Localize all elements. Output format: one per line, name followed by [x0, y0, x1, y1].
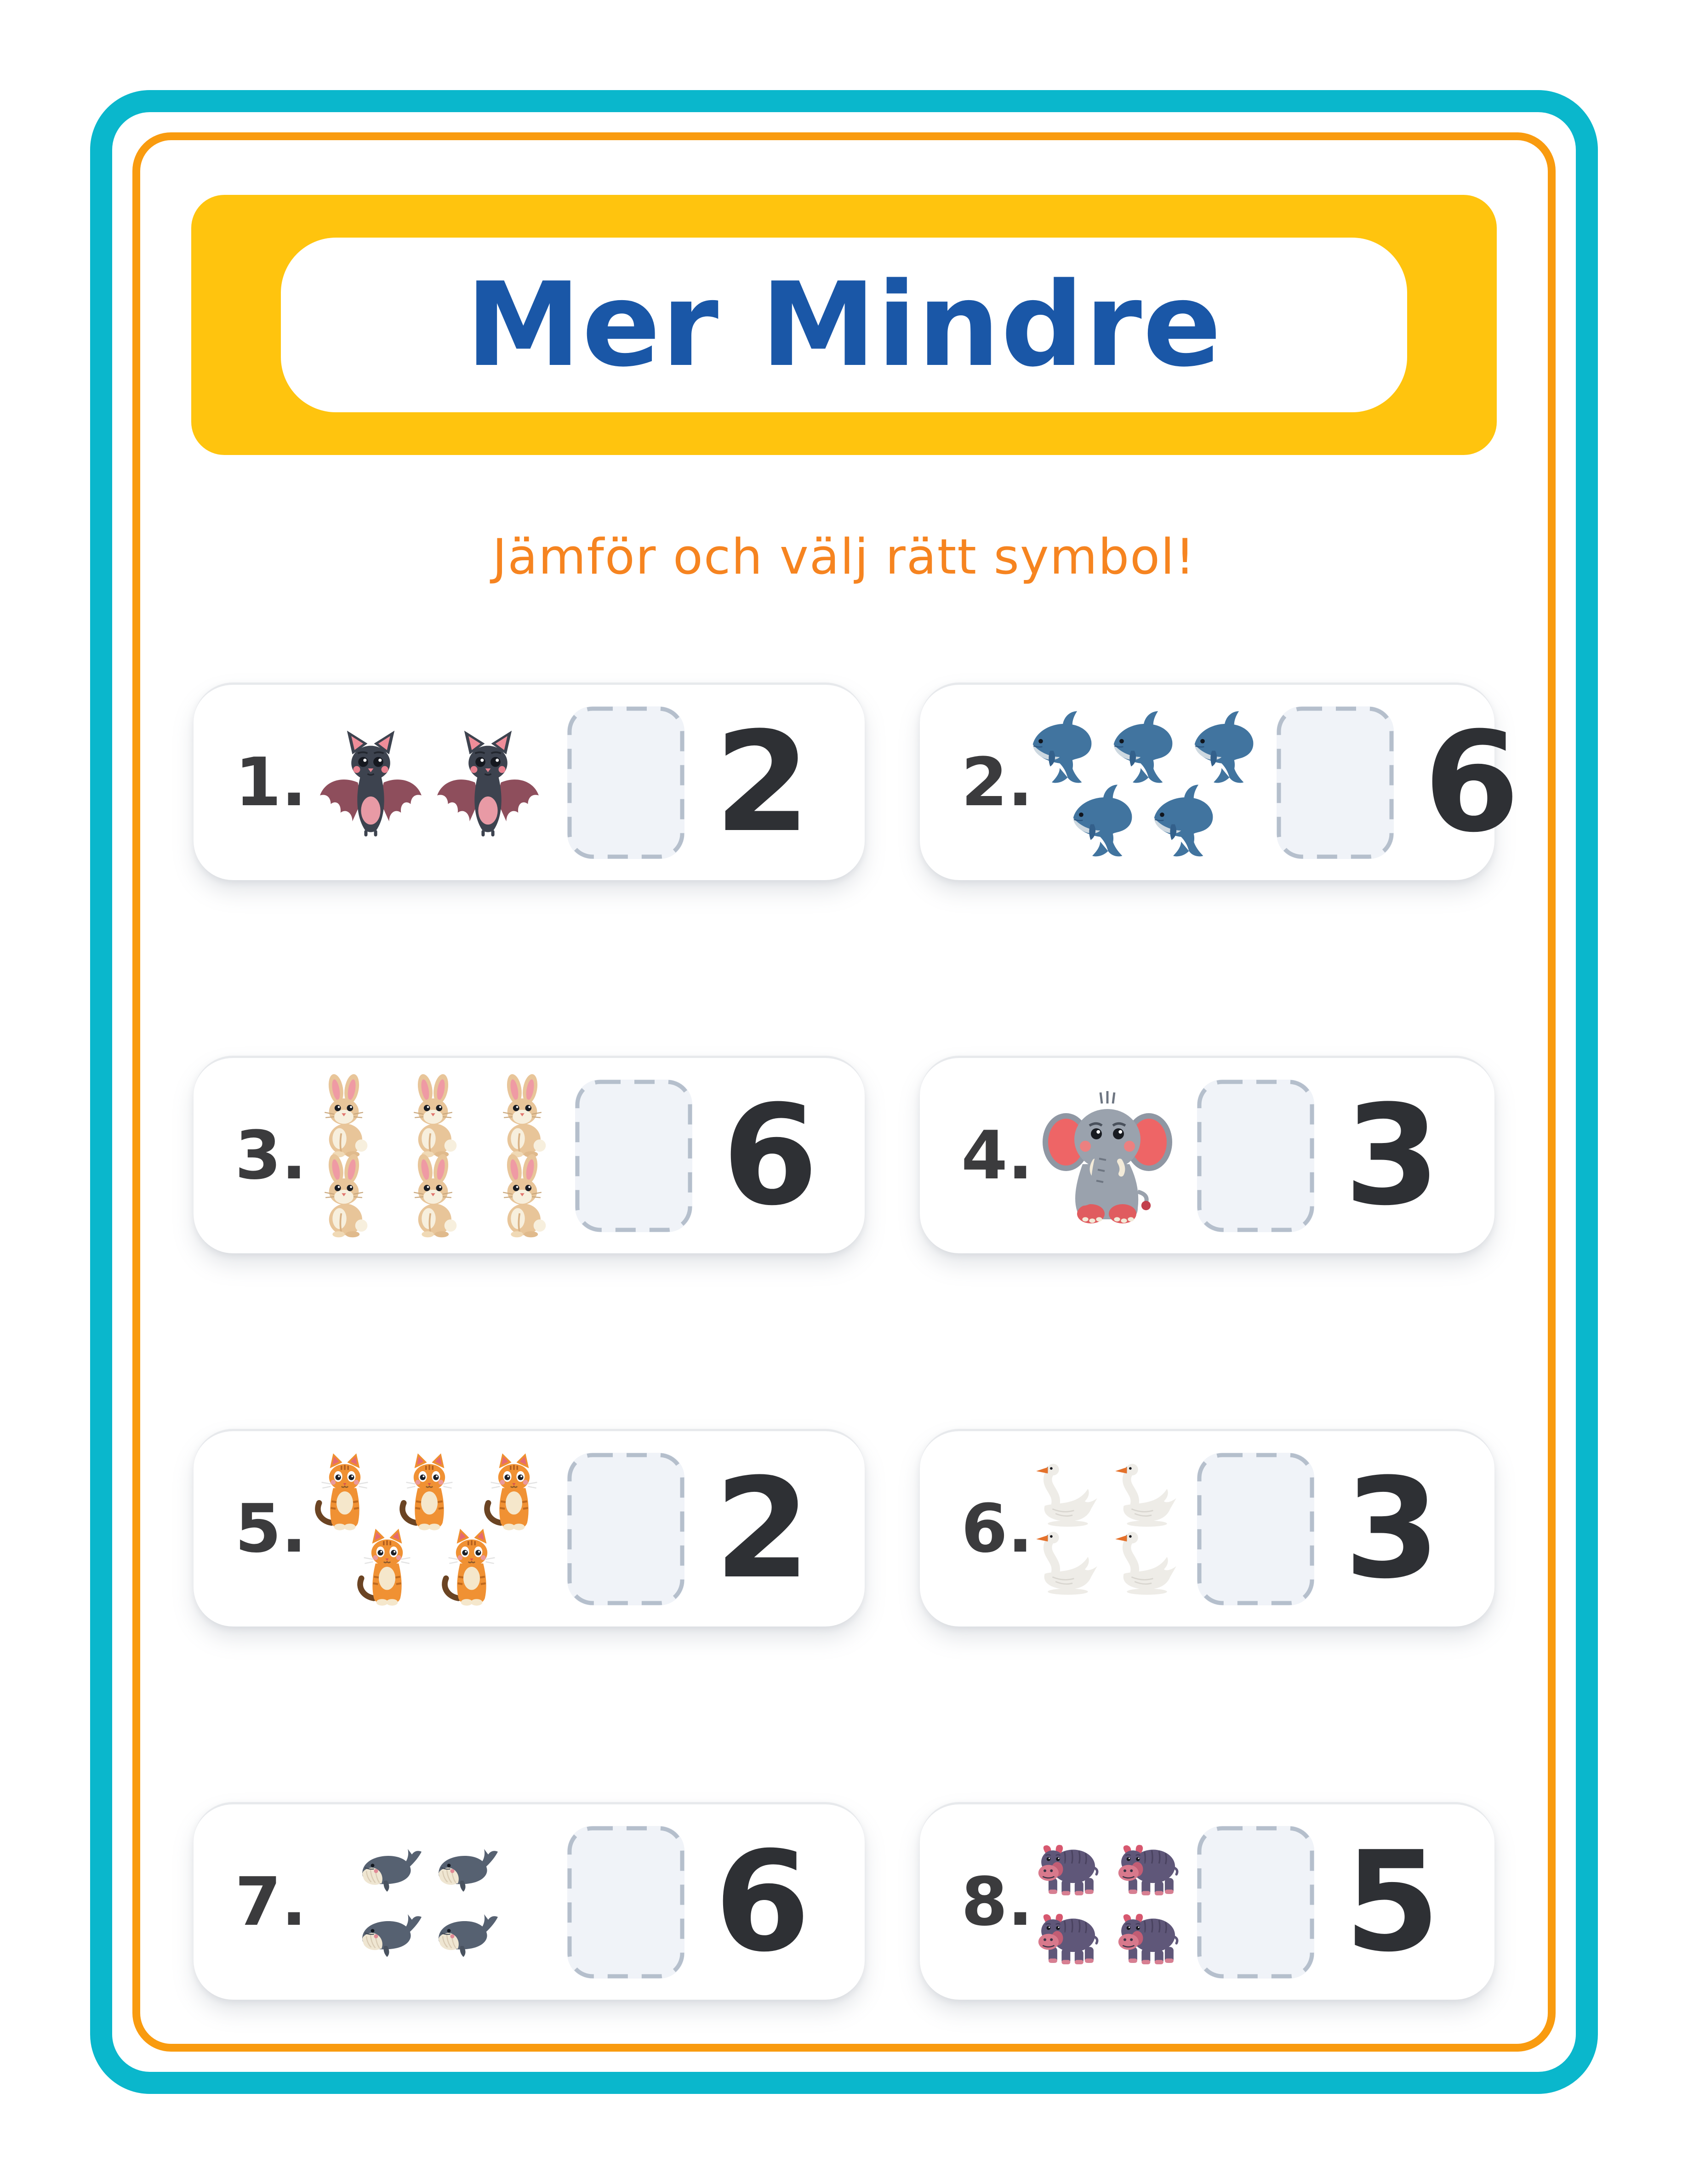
- problem-number: 3.: [235, 1117, 307, 1194]
- animal-group: [299, 728, 559, 836]
- comparison-number: 6: [722, 1075, 818, 1236]
- rabbit-icon: [389, 1152, 477, 1240]
- answer-box-dashed-outline: [1277, 706, 1394, 859]
- cat-icon: [346, 1525, 428, 1608]
- problem-card: 3.: [194, 1056, 865, 1253]
- problem-card: 6.: [920, 1429, 1494, 1627]
- answer-box-dashed-outline: [567, 1453, 684, 1605]
- cat-icon: [473, 1450, 555, 1533]
- instruction-text: Jämför och välj rätt symbol!: [492, 529, 1196, 585]
- bat-icon: [317, 728, 425, 836]
- whale-icon: [433, 1900, 502, 1969]
- comparison-number: 6: [714, 1821, 810, 1982]
- animal-row: [1038, 1087, 1176, 1225]
- answer-box[interactable]: [1197, 1452, 1314, 1605]
- animal-row: [312, 728, 547, 836]
- rabbit-icon: [300, 1072, 388, 1160]
- comparison-number: 2: [714, 702, 810, 863]
- animal-row: [345, 1528, 514, 1606]
- rabbit-icon: [389, 1072, 477, 1160]
- answer-box-dashed-outline: [567, 1826, 684, 1978]
- dolphin-icon: [1107, 706, 1186, 785]
- animal-row: [1027, 1833, 1187, 1902]
- cat-icon: [303, 1450, 386, 1533]
- swan-icon: [1108, 1456, 1186, 1534]
- bat-icon: [434, 728, 542, 836]
- title-banner: Mer Mindre: [191, 195, 1497, 455]
- answer-box-dashed-outline: [1197, 1080, 1314, 1232]
- page-title: Mer Mindre: [466, 257, 1222, 392]
- animal-row: [353, 1902, 506, 1968]
- animal-group: [1026, 1087, 1189, 1225]
- animal-group: [299, 1837, 559, 1968]
- rabbit-icon: [300, 1152, 388, 1240]
- answer-box-dashed-outline: [1197, 1453, 1314, 1605]
- problem-number: 7.: [235, 1863, 307, 1941]
- animal-row: [1026, 709, 1268, 783]
- problem-card: 2.: [920, 682, 1520, 880]
- answer-box-dashed-outline: [575, 1080, 692, 1232]
- animal-group: [299, 1453, 559, 1606]
- comparison-number: 5: [1344, 1821, 1440, 1982]
- answer-box[interactable]: [1197, 1079, 1314, 1232]
- comparison-number: 3: [1344, 1075, 1440, 1236]
- cat-icon: [388, 1450, 471, 1533]
- answer-box[interactable]: [1197, 1826, 1314, 1979]
- animal-row: [1028, 1529, 1186, 1597]
- animal-group: [1026, 1833, 1189, 1971]
- comparison-number: 6: [1424, 702, 1520, 863]
- rabbit-icon: [479, 1152, 566, 1240]
- elephant-icon: [1038, 1087, 1176, 1225]
- answer-box[interactable]: [567, 1826, 684, 1979]
- problem-number: 5.: [235, 1490, 307, 1568]
- problem-number: 6.: [961, 1490, 1033, 1568]
- whale-icon: [433, 1835, 502, 1904]
- comparison-number: 2: [714, 1448, 810, 1609]
- title-banner-inner: Mer Mindre: [281, 238, 1407, 412]
- swan-icon: [1108, 1524, 1186, 1602]
- answer-box[interactable]: [575, 1079, 692, 1232]
- animal-row: [1066, 783, 1228, 856]
- hippo-icon: [1111, 1831, 1184, 1904]
- animal-row: [299, 1154, 567, 1237]
- animal-row: [1027, 1902, 1187, 1971]
- comparison-number: 3: [1344, 1448, 1440, 1609]
- problem-number: 4.: [961, 1117, 1033, 1194]
- answer-box[interactable]: [567, 1452, 684, 1605]
- dolphin-icon: [1067, 780, 1146, 859]
- rabbit-icon: [479, 1072, 566, 1160]
- problems-grid: 1.: [194, 682, 1520, 2000]
- animal-group: [1026, 709, 1268, 856]
- problem-number: 2.: [961, 744, 1033, 821]
- problem-card: 5.: [194, 1429, 865, 1627]
- answer-box[interactable]: [567, 706, 684, 859]
- problem-card: 4. 3: [920, 1056, 1494, 1253]
- dolphin-icon: [1026, 706, 1106, 785]
- swan-icon: [1029, 1456, 1106, 1534]
- problem-card: 7.: [194, 1802, 865, 2000]
- problem-card: 1.: [194, 682, 865, 880]
- animal-group: [299, 1074, 567, 1237]
- whale-icon: [357, 1900, 426, 1969]
- problem-number: 1.: [235, 744, 307, 821]
- cat-icon: [430, 1525, 513, 1608]
- answer-box-dashed-outline: [567, 706, 684, 859]
- answer-box-dashed-outline: [1197, 1826, 1314, 1978]
- animal-row: [353, 1837, 506, 1902]
- hippo-icon: [1111, 1900, 1184, 1973]
- whale-icon: [357, 1835, 426, 1904]
- animal-group: [1026, 1461, 1189, 1597]
- animal-row: [299, 1074, 567, 1157]
- hippo-icon: [1031, 1831, 1104, 1904]
- hippo-icon: [1031, 1900, 1104, 1973]
- problem-card: 8.: [920, 1802, 1494, 2000]
- animal-row: [302, 1453, 556, 1530]
- answer-box[interactable]: [1277, 706, 1394, 859]
- animal-row: [1028, 1461, 1186, 1529]
- dolphin-icon: [1148, 780, 1227, 859]
- swan-icon: [1029, 1524, 1106, 1602]
- problem-number: 8.: [961, 1863, 1033, 1941]
- dolphin-icon: [1188, 706, 1267, 785]
